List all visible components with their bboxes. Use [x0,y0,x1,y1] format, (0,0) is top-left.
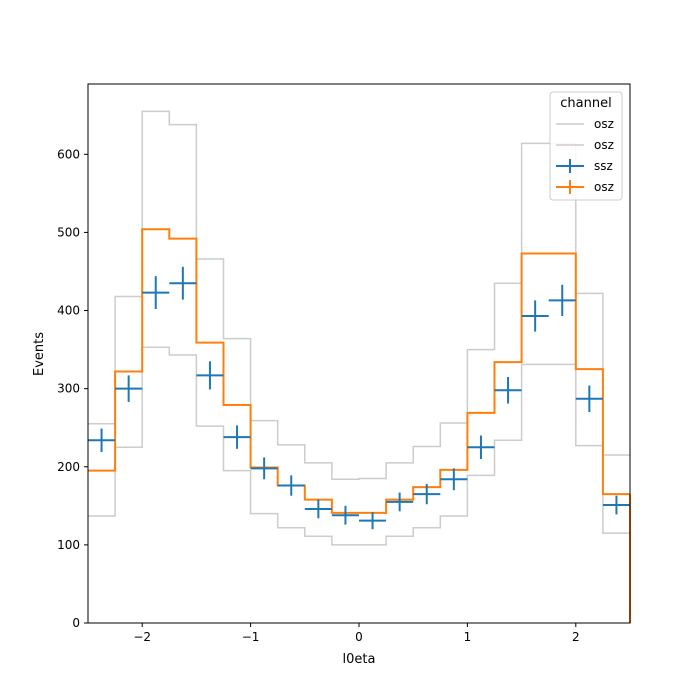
x-tick-label: 1 [464,630,472,644]
y-tick-label: 0 [72,616,80,630]
series-3-osz-step [88,228,631,623]
legend-entry: osz [556,117,614,131]
x-tick-label: 2 [572,630,580,644]
x-tick-label: −2 [133,630,151,644]
y-tick-label: 200 [57,460,80,474]
legend-entry: ssz [556,159,613,173]
y-axis-label: Events [32,332,47,376]
y-tick-label: 100 [57,538,80,552]
series-line-osz [88,346,630,546]
series-1-osz-step [88,346,630,546]
y-tick-label: 600 [57,147,80,161]
x-axis-label: l0eta [343,652,376,667]
legend-title: channel [560,96,611,111]
series-layer [88,110,631,623]
legend-label: osz [594,180,614,194]
legend-entry: osz [556,138,614,152]
legend-label: osz [594,138,614,152]
legend-label: osz [594,117,614,131]
x-tick-label: −1 [242,630,260,644]
legend-box [549,91,623,201]
series-line-osz [88,110,630,481]
legend-entry: osz [556,180,614,194]
legend-label: ssz [594,159,613,173]
series-line-osz [88,228,630,514]
legend: channel osz osz ssz osz [549,91,623,201]
y-axis: 0 100 200 300 400 500 600 [57,147,88,630]
series-2-ssz-errorbars [88,266,630,530]
x-axis: −2 −1 0 1 2 [133,623,580,644]
x-tick-label: 0 [355,630,363,644]
y-tick-label: 300 [57,382,80,396]
y-tick-label: 500 [57,225,80,239]
y-tick-label: 400 [57,304,80,318]
series-0-osz-step [88,110,630,481]
